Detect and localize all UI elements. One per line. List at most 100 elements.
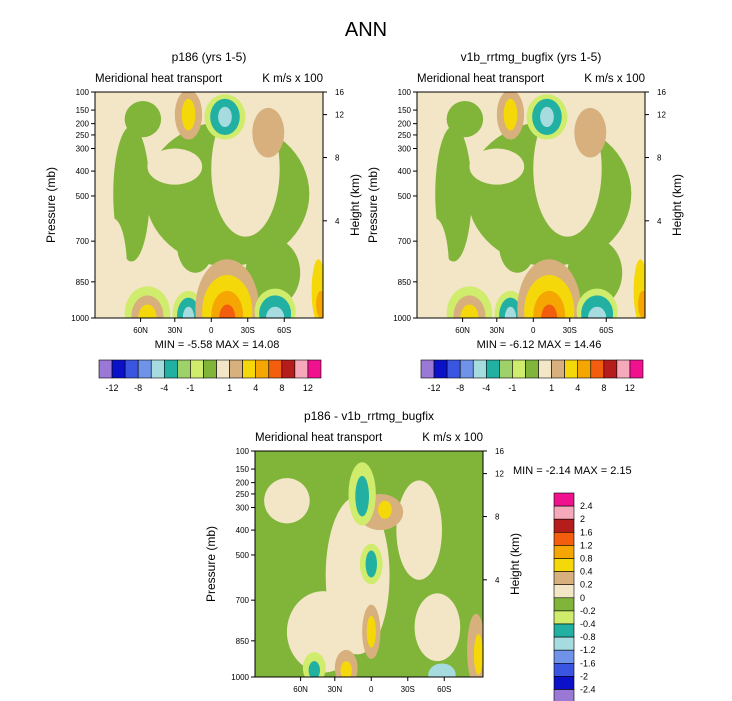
- colorbar-swatch: [281, 359, 296, 379]
- figure-title: ANN: [345, 19, 387, 41]
- contour-region-tan: [574, 107, 607, 158]
- y2-axis-label: Height (km): [348, 174, 362, 236]
- xtick-label: 60S: [437, 685, 451, 694]
- contour-region-green: [499, 218, 536, 273]
- contour-region-green: [567, 238, 623, 307]
- contour-region-redorange: [541, 304, 558, 318]
- contour-region-lightcyan: [540, 106, 554, 128]
- colorbar-swatch: [150, 359, 165, 379]
- colorbar-label: 1: [227, 383, 232, 393]
- y2tick-label: 16: [495, 447, 504, 456]
- xtick-label: 60S: [599, 326, 613, 335]
- colorbar-label: 12: [625, 383, 635, 393]
- contour-region-redorange: [219, 304, 236, 318]
- contour-region-yellow: [378, 500, 392, 519]
- y2tick-label: 12: [495, 470, 504, 479]
- contour-field: [255, 451, 483, 677]
- contour-region-lightcyan: [218, 106, 232, 128]
- contour-region-lightcyan: [504, 306, 517, 318]
- xtick-label: 30S: [241, 326, 255, 335]
- ytick-label: 150: [76, 106, 90, 115]
- colorbar-swatch: [294, 359, 309, 379]
- contour-field: [95, 92, 323, 318]
- colorbar-diff-swatch: [553, 584, 575, 599]
- colorbar-diff-swatch: [553, 505, 575, 520]
- colorbar-swatch: [485, 359, 500, 379]
- contour-region-beige: [414, 593, 461, 662]
- colorbar-swatch: [111, 359, 126, 379]
- panel-stats: MIN = -6.12 MAX = 14.46: [477, 339, 602, 351]
- contour-region-teal: [355, 475, 369, 517]
- plot-frame: [416, 91, 646, 319]
- colorbar-swatch: [446, 359, 461, 379]
- y2tick-label: 4: [657, 217, 662, 226]
- ytick-label: 200: [236, 479, 250, 488]
- y2tick-label: 12: [657, 111, 666, 120]
- y2tick-label: 4: [335, 217, 340, 226]
- colorbar-diff-label: -0.4: [580, 619, 596, 629]
- contour-region-yellow: [340, 661, 352, 677]
- contour-region-yellow: [460, 304, 479, 318]
- ytick-label: 100: [76, 88, 90, 97]
- colorbar-swatch: [190, 359, 204, 379]
- xtick-label: 0: [209, 326, 214, 335]
- colorbar-swatch: [499, 359, 513, 379]
- colorbar-diff-label: 1.2: [580, 540, 593, 550]
- colorbar-diff-label: -1.2: [580, 645, 596, 655]
- y2tick-label: 8: [495, 513, 500, 522]
- contour-region-orange: [638, 290, 645, 318]
- colorbar-diff-label: 1.6: [580, 527, 593, 537]
- colorbar-diff-swatch: [553, 636, 575, 651]
- colorbar-diff-label: 0.8: [580, 554, 593, 564]
- ytick-label: 200: [398, 120, 412, 129]
- colorbar-label: -12: [106, 383, 119, 393]
- ytick-label: 250: [76, 131, 90, 140]
- colorbar-swatch: [242, 359, 257, 379]
- contour-region-lightcyan: [588, 306, 607, 318]
- colorbar-swatch: [551, 359, 565, 379]
- colorbar-diff-label: -0.2: [580, 606, 596, 616]
- contour-region-beige: [99, 218, 127, 318]
- colorbar-label: -12: [428, 383, 441, 393]
- ytick-label: 150: [398, 106, 412, 115]
- panel-subtitle-left: Meridional heat transport: [417, 73, 545, 85]
- contour-region-green: [435, 125, 472, 262]
- colorbar-swatch: [603, 359, 618, 379]
- panel-title: v1b_rrtmg_bugfix (yrs 1-5): [461, 50, 602, 64]
- colorbar-label: 4: [253, 383, 258, 393]
- colorbar-swatch: [216, 359, 230, 379]
- colorbar-diff-swatch: [553, 558, 575, 572]
- colorbar-diff-label: -2.4: [580, 685, 596, 695]
- y2-axis-label: Height (km): [508, 533, 522, 595]
- panel-title: p186 (yrs 1-5): [172, 50, 247, 64]
- colorbar-diff-label: 2.4: [580, 501, 593, 511]
- colorbar-swatch: [629, 359, 644, 379]
- colorbar-label: -8: [456, 383, 464, 393]
- panel-1: p186 (yrs 1-5) Meridional heat transport K…: [44, 50, 362, 351]
- y2tick-label: 12: [335, 111, 344, 120]
- panel-stats: MIN = -2.14 MAX = 2.15: [513, 465, 632, 477]
- colorbar-main-1: -12 -8 -4 -1 1 4 8 12: [98, 359, 322, 393]
- colorbar-label: 8: [601, 383, 606, 393]
- colorbar-swatch: [229, 359, 243, 379]
- xtick-label: 0: [369, 685, 374, 694]
- colorbar-diff-label: -1.6: [580, 658, 596, 668]
- plot-frame: [94, 91, 324, 319]
- colorbar-label: 4: [575, 383, 580, 393]
- colorbar-diff-swatch: [553, 518, 575, 533]
- contour-region-yellow: [503, 98, 518, 131]
- colorbar-swatch: [307, 359, 322, 379]
- y-axis-label: Pressure (mb): [366, 167, 380, 243]
- colorbar-diff-swatch: [553, 571, 575, 585]
- colorbar-swatch: [203, 359, 217, 379]
- contour-region-lightcyan: [182, 306, 195, 318]
- colorbar-label: -8: [134, 383, 142, 393]
- colorbar-diff-label: 0: [580, 593, 585, 603]
- colorbar-swatch: [124, 359, 139, 379]
- ytick-label: 500: [398, 192, 412, 201]
- colorbar-swatch: [564, 359, 579, 379]
- colorbar-diff-swatch: [553, 531, 575, 546]
- panel-subtitle-left: Meridional heat transport: [255, 432, 383, 444]
- ytick-label: 1000: [231, 673, 249, 682]
- y2tick-label: 8: [335, 154, 340, 163]
